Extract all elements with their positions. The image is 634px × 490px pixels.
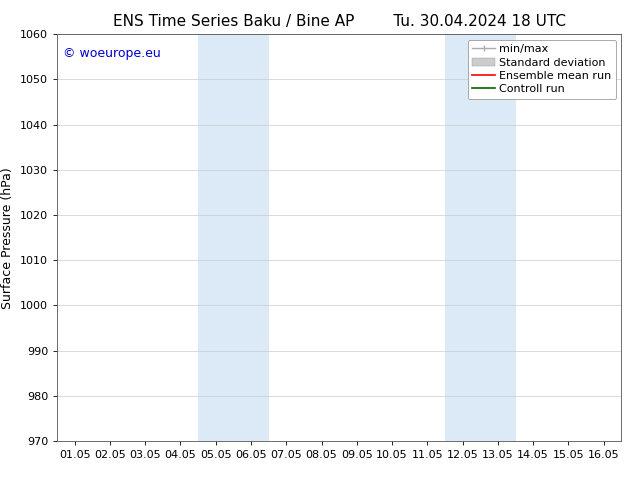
Bar bbox=[198, 34, 269, 441]
Legend: min/max, Standard deviation, Ensemble mean run, Controll run: min/max, Standard deviation, Ensemble me… bbox=[468, 40, 616, 99]
Text: © woeurope.eu: © woeurope.eu bbox=[63, 47, 160, 59]
Bar bbox=[445, 34, 515, 441]
Y-axis label: Surface Pressure (hPa): Surface Pressure (hPa) bbox=[1, 167, 15, 309]
Title: ENS Time Series Baku / Bine AP        Tu. 30.04.2024 18 UTC: ENS Time Series Baku / Bine AP Tu. 30.04… bbox=[113, 14, 566, 29]
